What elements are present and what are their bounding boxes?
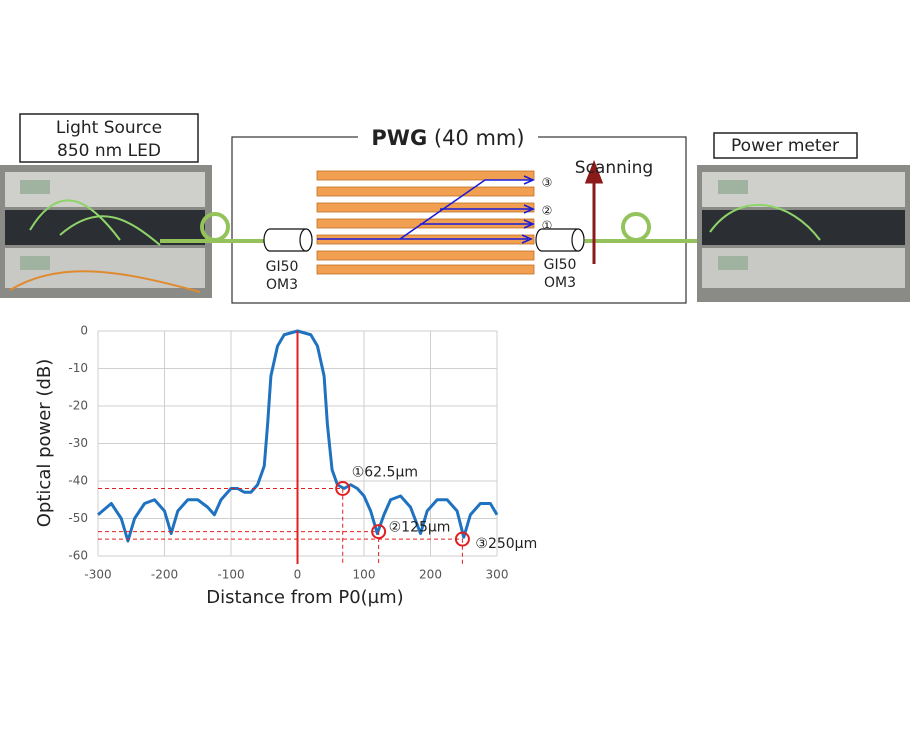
y-tick-label: -30 <box>68 436 88 450</box>
x-axis-title: Distance from P0(µm) <box>206 587 403 608</box>
channel-label: ① <box>542 219 553 233</box>
x-tick-label: 100 <box>353 568 376 582</box>
y-tick-label: 0 <box>80 324 88 338</box>
connectors <box>263 228 585 252</box>
x-tick-label: -200 <box>151 568 178 582</box>
fibers <box>160 212 697 243</box>
x-tick-label: 300 <box>486 568 509 582</box>
x-tick-label: 200 <box>419 568 442 582</box>
y-tick-label: -50 <box>68 511 88 525</box>
scanning-label: Scanning <box>575 158 653 178</box>
meter-label: Power meter <box>731 136 839 156</box>
scan-arrow <box>584 159 604 264</box>
channel-label: ③ <box>542 176 553 190</box>
source-label: 850 nm LED <box>57 141 161 161</box>
annotation-guide <box>98 488 344 564</box>
annotation-marker <box>454 531 470 547</box>
meter-label-box <box>713 132 858 159</box>
y-tick-label: -10 <box>68 361 88 375</box>
pwg-length: (40 mm) <box>434 126 525 150</box>
annotation-label: ②125µm <box>389 520 451 536</box>
plot: 0 -10 -20 -30 -40 -50 -60 -300 -200 -100 0 100 200 30… <box>68 324 537 582</box>
source-label: Light Source <box>56 118 162 138</box>
annotation-guide <box>98 538 463 564</box>
data-line <box>97 329 499 543</box>
annotation-marker <box>371 524 387 540</box>
channel-label: ② <box>542 204 553 218</box>
annotation-guide <box>98 531 380 564</box>
light-source-photo <box>0 165 212 298</box>
power-meter-photo <box>697 165 910 302</box>
fiber-label: GI50 <box>266 259 299 275</box>
fiber-label: OM3 <box>544 275 576 291</box>
beam-paths <box>317 175 535 244</box>
annotation-label: ①62.5µm <box>352 465 418 481</box>
y-tick-label: -60 <box>68 549 88 563</box>
annotation-label: ③250µm <box>475 536 537 552</box>
annotation-marker <box>335 481 351 496</box>
x-tick-label: -300 <box>84 568 111 582</box>
fiber-label: OM3 <box>266 277 298 293</box>
y-axis-title: Optical power (dB) <box>34 359 55 527</box>
x-tick-label: -100 <box>217 568 244 582</box>
pwg-title: PWG (40 mm) <box>371 126 524 150</box>
x-tick-label: 0 <box>294 568 302 582</box>
fiber-label: GI50 <box>544 257 577 273</box>
title-backdrop <box>358 126 538 150</box>
pwg-name: PWG <box>371 126 427 150</box>
y-tick-label: -40 <box>68 474 88 488</box>
y-tick-label: -20 <box>68 399 88 413</box>
source-label-box <box>19 113 199 163</box>
